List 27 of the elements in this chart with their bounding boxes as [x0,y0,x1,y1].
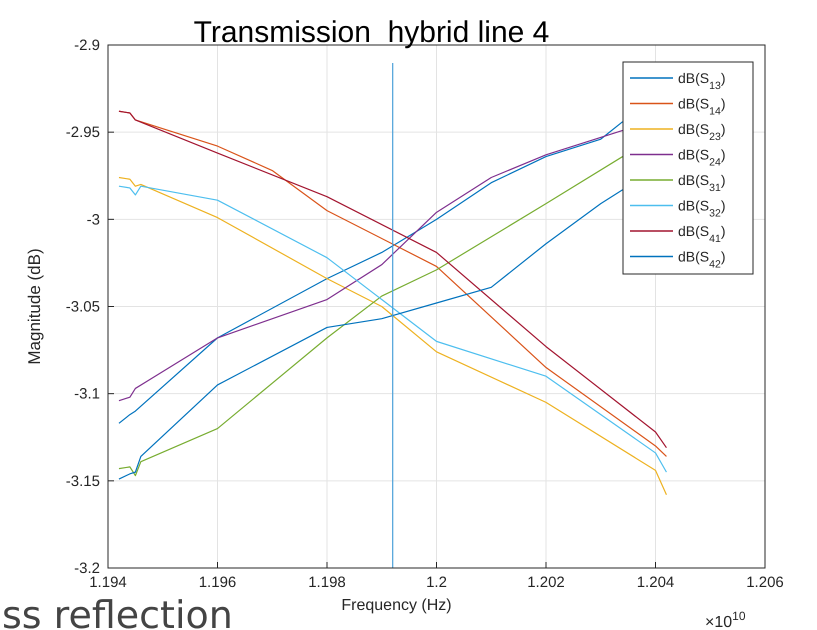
y-tick-label: -3.1 [74,386,100,403]
legend-label: dB(S$_{42}$) [678,248,726,270]
y-tick-label: -3.05 [66,298,100,316]
legend-label: dB(S$_{14}$) [678,96,726,118]
x-tick-label: 1.2 [426,574,447,591]
x-tick-label: 1.202 [527,574,565,591]
x-tick-label: 1.198 [308,574,346,591]
y-tick-label: -3.2 [74,560,100,577]
x-tick-label: 1.206 [746,574,784,591]
y-axis-title: Magnitude (dB) [25,248,44,365]
legend-label: dB(S$_{31}$) [678,172,726,194]
legend-label: dB(S$_{23}$) [678,121,726,143]
y-tick-label: -3 [86,211,100,228]
legend-label: dB(S$_{32}$) [678,198,726,220]
x-tick-label: 1.194 [89,574,127,591]
text: ×10$^{10}$ [705,609,746,630]
y-tick-label: -3.15 [66,472,100,490]
chart-title: Transmission hybrid line 4 [194,16,550,49]
x-tick-label: 1.196 [198,574,236,591]
y-tick-label: -2.95 [66,124,100,142]
y-tick-label: -2.9 [74,37,100,54]
legend-label: dB(S$_{41}$) [678,223,726,245]
legend-label: dB(S$_{13}$) [678,70,726,92]
x-tick-label: 1.204 [636,574,674,591]
legend-label: dB(S$_{24}$) [678,146,726,168]
text: ss reflection [2,593,233,630]
x-axis-title: Frequency (Hz) [341,597,452,614]
